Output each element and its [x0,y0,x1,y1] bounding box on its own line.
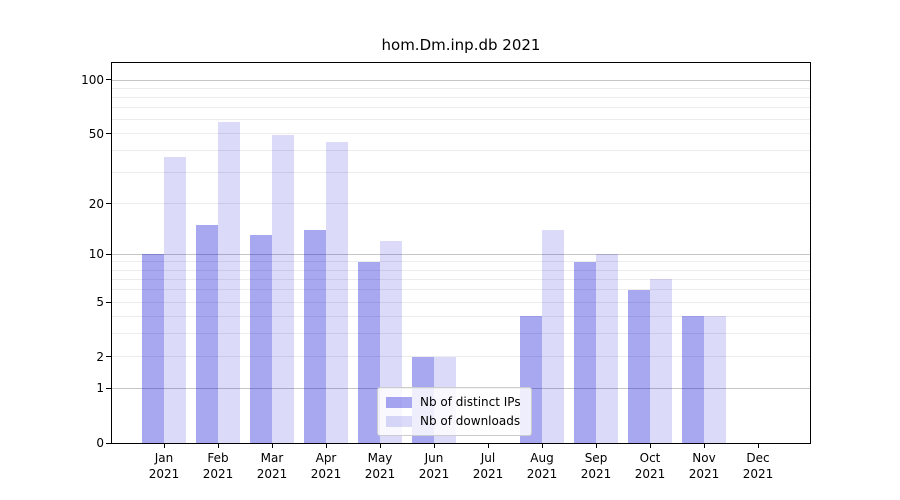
bar-ips-jan [142,254,164,443]
bar-ips-may [358,261,380,443]
y-tick-label-1: 1 [96,381,104,396]
x-tick-label-may: May 2021 [364,451,396,481]
y-tick-20 [106,203,111,205]
y-tick-label-10: 10 [88,247,104,262]
gridline-80 [112,96,810,98]
gridline-4 [112,315,810,317]
bar-ips-apr [304,230,326,443]
legend: Nb of distinct IPs Nb of downloads [377,387,532,436]
bar-ips-sep [574,261,596,443]
x-tick-label-oct: Oct 2021 [634,451,666,481]
x-tick-label-feb: Feb 2021 [202,451,234,481]
gridline-8 [112,269,810,271]
gridline-60 [112,119,810,121]
bar-downloads-sep [596,254,618,443]
gridline-9 [112,261,810,263]
legend-entry-distinct-ips: Nb of distinct IPs [386,395,521,409]
gridline-100 [112,79,810,81]
gridline-10 [112,253,810,255]
y-tick-1 [106,387,111,389]
gridline-30 [112,172,810,174]
bar-downloads-feb [218,122,240,443]
bar-downloads-aug [542,230,564,443]
x-tick-label-jun: Jun 2021 [418,451,450,481]
gridline-40 [112,150,810,152]
bar-ips-oct [628,289,650,443]
x-tick-jul [488,443,489,448]
y-tick-label-50: 50 [88,126,104,141]
x-tick-mar [272,443,273,448]
x-tick-dec [758,443,759,448]
x-tick-label-jul: Jul 2021 [472,451,504,481]
bar-downloads-nov [704,316,726,443]
y-tick-2 [106,356,111,358]
legend-swatch-distinct-ips [386,396,412,408]
x-tick-aug [542,443,543,448]
gridline-2 [112,356,810,358]
x-tick-jan [164,443,165,448]
y-tick-5 [106,301,111,303]
x-tick-label-jan: Jan 2021 [148,451,180,481]
bar-ips-mar [250,235,272,443]
x-tick-label-sep: Sep 2021 [580,451,612,481]
y-tick-label-100: 100 [81,72,104,87]
plot-area: Nb of distinct IPs Nb of downloads [111,62,811,444]
legend-label-distinct-ips: Nb of distinct IPs [420,395,521,409]
bar-downloads-jan [164,156,186,443]
gridline-7 [112,278,810,280]
chart-title: hom.Dm.inp.db 2021 [381,36,541,54]
gridline-90 [112,87,810,89]
gridline-3 [112,333,810,335]
x-tick-label-dec: Dec 2021 [742,451,774,481]
y-tick-label-5: 5 [96,295,104,310]
y-tick-100 [106,79,111,81]
gridline-5 [112,301,810,303]
bar-ips-nov [682,316,704,443]
bar-downloads-mar [272,135,294,443]
gridline-70 [112,107,810,109]
x-tick-feb [218,443,219,448]
y-tick-label-0: 0 [96,436,104,450]
gridline-20 [112,203,810,205]
x-tick-label-nov: Nov 2021 [688,451,720,481]
gridline-50 [112,133,810,135]
bar-downloads-apr [326,141,348,443]
gridline-6 [112,289,810,291]
x-tick-nov [704,443,705,448]
x-tick-jun [434,443,435,448]
x-tick-sep [596,443,597,448]
y-tick-label-2: 2 [96,349,104,364]
legend-swatch-downloads [386,415,412,427]
x-tick-may [380,443,381,448]
y-tick-10 [106,253,111,255]
x-tick-label-aug: Aug 2021 [526,451,558,481]
bar-downloads-oct [650,279,672,443]
x-tick-oct [650,443,651,448]
legend-entry-downloads: Nb of downloads [386,414,521,428]
x-tick-label-apr: Apr 2021 [310,451,342,481]
x-tick-label-mar: Mar 2021 [256,451,288,481]
y-tick-0 [106,442,111,444]
y-tick-label-20: 20 [88,196,104,211]
x-tick-apr [326,443,327,448]
bar-ips-feb [196,224,218,443]
y-tick-50 [106,133,111,135]
legend-label-downloads: Nb of downloads [420,414,521,428]
